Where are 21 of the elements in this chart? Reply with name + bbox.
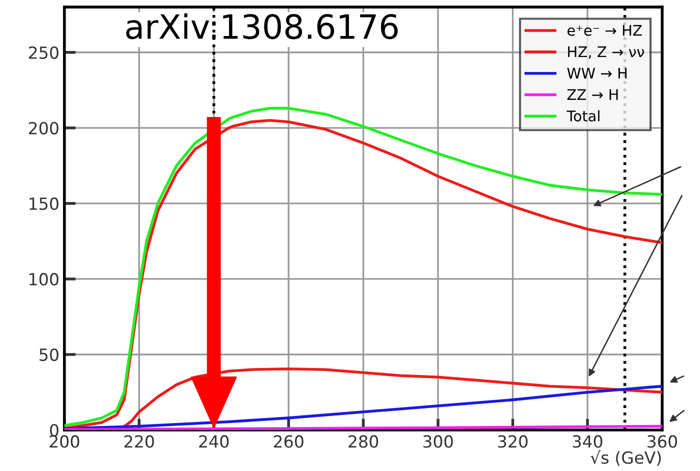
y-tick-label: 150 <box>30 197 58 210</box>
y-tick-label: 100 <box>30 272 58 286</box>
x-tick-label: 320 <box>498 435 528 448</box>
x-tick-label: 220 <box>124 435 154 448</box>
x-tick-label: 360 <box>648 435 677 448</box>
y-tick-label: 50 <box>40 348 58 362</box>
x-tick-label: 260 <box>274 435 304 448</box>
legend-label: Total <box>566 110 600 122</box>
x-tick-label: 200 <box>50 435 80 448</box>
y-tick-label: 200 <box>28 122 58 134</box>
x-tick-label: 300 <box>423 435 453 448</box>
legend-label: WW → H <box>567 68 627 78</box>
legend-label: HZ, Z → νν <box>568 46 644 59</box>
y-tick-label: 250 <box>28 46 58 59</box>
legend-label: e⁺e⁻ → HZ <box>568 25 642 36</box>
x-tick-label: 340 <box>572 435 602 448</box>
x-tick-label: 240 <box>199 435 229 448</box>
x-axis-title: √s (GeV) <box>590 450 661 466</box>
x-tick-label: 280 <box>348 435 378 448</box>
annotation: arXiv:1308.6176 <box>126 13 398 40</box>
legend-label: ZZ → H <box>567 89 618 100</box>
